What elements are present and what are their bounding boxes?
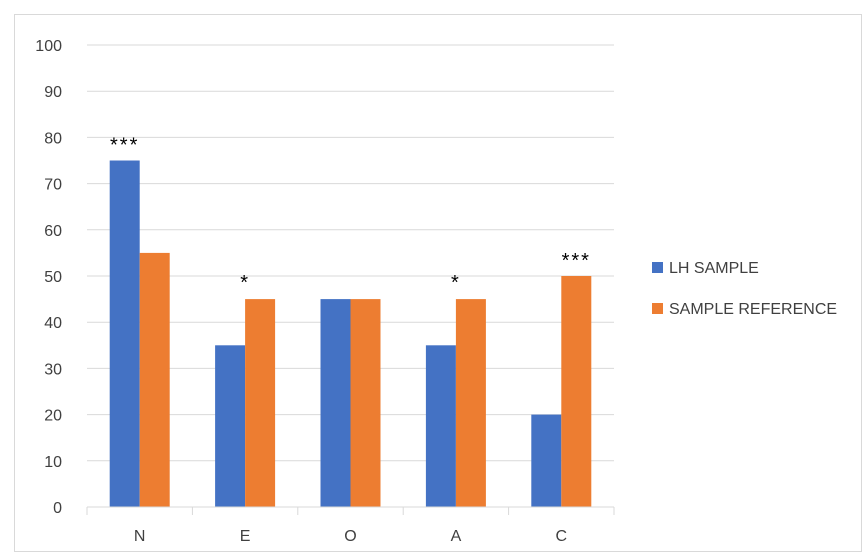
y-tick-label: 70 bbox=[44, 177, 62, 194]
y-tick-label: 30 bbox=[44, 361, 62, 378]
y-tick-label: 60 bbox=[44, 223, 62, 240]
legend-swatch bbox=[652, 262, 663, 273]
y-tick-label: 80 bbox=[44, 130, 62, 147]
x-tick-label: C bbox=[556, 528, 568, 545]
y-tick-label: 0 bbox=[53, 500, 62, 517]
x-tick-label: N bbox=[134, 528, 146, 545]
x-tick-label: A bbox=[451, 528, 462, 545]
bar-lh-sample-n bbox=[109, 160, 140, 507]
y-tick-label: 90 bbox=[44, 84, 62, 101]
significance-marker: *** bbox=[562, 250, 591, 272]
bar-lh-sample-e bbox=[215, 345, 246, 507]
bar-lh-sample-c bbox=[531, 414, 562, 507]
bars bbox=[109, 160, 592, 507]
bar-sample-reference-e bbox=[245, 299, 276, 507]
x-tick-label: E bbox=[240, 528, 251, 545]
bar-sample-reference-o bbox=[350, 299, 381, 507]
significance-marker: * bbox=[451, 272, 461, 294]
legend: LH SAMPLE SAMPLE REFERENCE bbox=[652, 260, 837, 318]
y-tick-label: 100 bbox=[35, 38, 62, 55]
x-tick-label: O bbox=[344, 528, 356, 545]
bar-lh-sample-o bbox=[320, 299, 351, 507]
legend-label: SAMPLE REFERENCE bbox=[669, 301, 837, 318]
y-tick-label: 50 bbox=[44, 269, 62, 286]
significance-marker: *** bbox=[110, 135, 139, 157]
y-tick-label: 40 bbox=[44, 315, 62, 332]
bar-sample-reference-c bbox=[561, 276, 592, 507]
bar-sample-reference-a bbox=[455, 299, 486, 507]
significance-marker: * bbox=[240, 272, 250, 294]
axes: 0 10 20 30 40 50 60 70 80 90 100 N E O A C bbox=[35, 38, 615, 545]
y-tick-label: 10 bbox=[44, 454, 62, 471]
bar-lh-sample-a bbox=[425, 345, 456, 507]
legend-swatch bbox=[652, 303, 663, 314]
significance-annotations: **** **** bbox=[110, 135, 591, 295]
legend-label: LH SAMPLE bbox=[669, 260, 759, 277]
y-tick-label: 20 bbox=[44, 408, 62, 425]
bar-sample-reference-n bbox=[139, 252, 170, 507]
gridlines bbox=[87, 44, 614, 462]
